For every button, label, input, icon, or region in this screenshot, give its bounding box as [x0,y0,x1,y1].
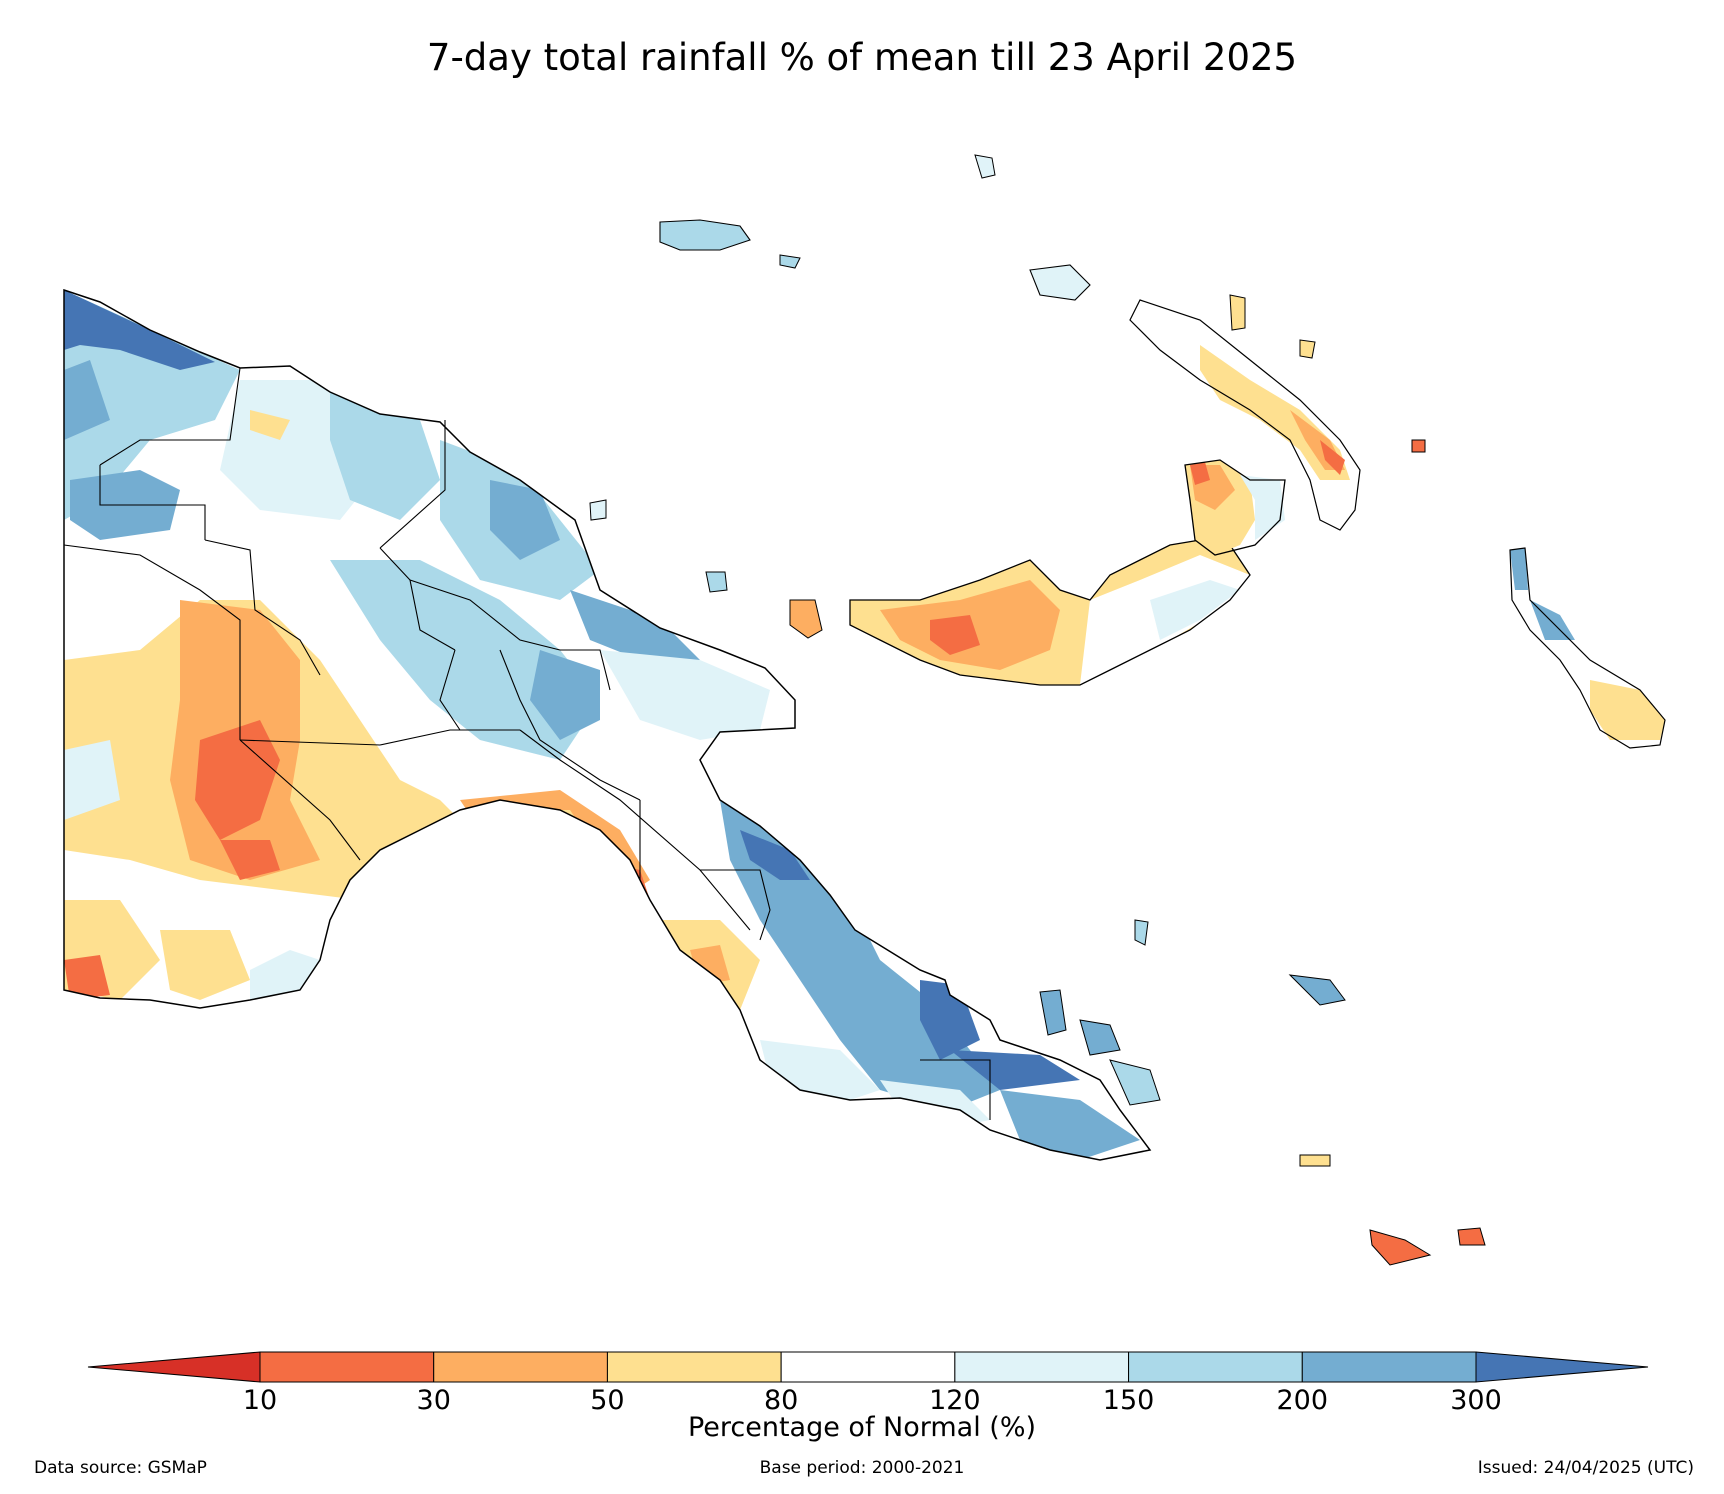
rainfall-region [760,1040,880,1110]
colorbar-bin [606,1351,782,1383]
rainfall-region [220,840,280,880]
colorbar-extend-low [87,1351,261,1383]
manus-island [659,154,996,269]
data-source-text: Data source: GSMaP [34,1458,207,1478]
rainfall-region [330,380,440,520]
colorbar-tick-label: 10 [242,1385,278,1416]
colorbar-tick-label: 120 [929,1385,981,1416]
colorbar-label: Percentage of Normal (%) [687,1412,1037,1443]
colorbar-bin [780,1351,956,1383]
colorbar-tick-label: 50 [590,1385,625,1416]
colorbar-bin [1128,1351,1303,1383]
rainfall-region [330,560,600,760]
rainfall-region [195,720,280,840]
issued-date-text: Issued: 24/04/2025 (UTC) [1477,1458,1694,1478]
rainfall-region [250,950,320,1000]
new-ireland [1029,264,1361,531]
rainfall-region [250,410,290,440]
rainfall-region [600,650,770,740]
colorbar-tick-label: 300 [1450,1385,1502,1416]
colorbar-extend-high [1475,1351,1649,1383]
mainland [63,288,1152,1161]
rainfall-region [64,955,110,1000]
colorbar-tick-label: 150 [1102,1385,1155,1416]
rainfall-region [740,830,810,880]
rainfall-region [1000,1090,1140,1160]
colorbar-bin [954,1351,1130,1383]
rainfall-region [530,650,600,740]
islands [589,294,1486,1266]
colorbar [87,1351,1649,1383]
colorbar-tick-label: 30 [416,1385,451,1416]
colorbar-tick-label: 200 [1276,1385,1329,1416]
rainfall-region [64,360,110,440]
colorbar-bin [433,1351,608,1383]
rainfall-region [160,930,250,1000]
bougainville [1509,547,1666,749]
colorbar-tick-label: 80 [763,1385,799,1416]
rainfall-map [63,154,1666,1266]
province-boundaries [63,367,991,1120]
rainfall-region [570,590,700,660]
rainfall-region [64,290,215,370]
new-britain [849,459,1286,686]
base-period-text: Base period: 2000-2021 [759,1458,965,1478]
map-title: 7-day total rainfall % of mean till 23 A… [426,36,1298,79]
rainfall-region [490,480,560,560]
rainfall-region [64,740,120,820]
colorbar-bin [1301,1351,1477,1383]
colorbar-bin [259,1351,435,1383]
